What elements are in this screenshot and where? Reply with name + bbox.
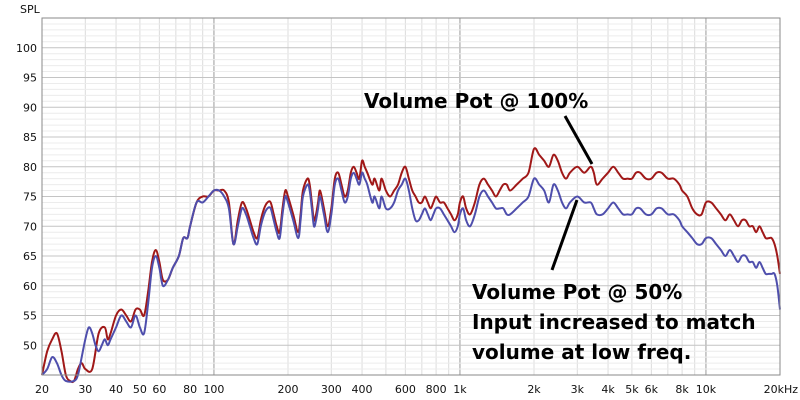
x-tick-label: 100 — [203, 383, 224, 396]
y-tick-label: 55 — [23, 310, 37, 323]
y-tick-label: 90 — [23, 101, 37, 114]
y-tick-label: 95 — [23, 72, 37, 85]
y-tick-label: 65 — [23, 250, 37, 263]
annotation-pot-50: Volume Pot @ 50% — [472, 280, 682, 304]
x-tick-label: 400 — [352, 383, 373, 396]
x-tick-label: 60 — [152, 383, 166, 396]
x-tick-label: 50 — [133, 383, 147, 396]
x-tick-label: 5k — [625, 383, 639, 396]
x-tick-label: 3k — [571, 383, 585, 396]
annotation-pot-100: Volume Pot @ 100% — [364, 89, 588, 113]
annotation-input-increased: Input increased to match — [472, 310, 756, 334]
y-tick-labels: 50 55 60 65 70 75 80 85 90 95 100 — [16, 42, 37, 353]
x-tick-label: 300 — [321, 383, 342, 396]
x-tick-label: 20kHz — [764, 383, 799, 396]
y-tick-label: 80 — [23, 161, 37, 174]
y-tick-label: 50 — [23, 339, 37, 352]
x-tick-label: 800 — [426, 383, 447, 396]
x-tick-label: 40 — [109, 383, 123, 396]
x-tick-label: 30 — [78, 383, 92, 396]
plot-border — [41, 17, 781, 376]
y-tick-label: 100 — [16, 42, 37, 55]
annotation-volume-low-freq: volume at low freq. — [472, 340, 691, 364]
grid-layer — [41, 17, 781, 376]
x-tick-label: 4k — [601, 383, 615, 396]
x-tick-label: 1k — [453, 383, 467, 396]
annotation-pointer-100 — [563, 115, 594, 165]
x-tick-label: 2k — [527, 383, 541, 396]
x-tick-labels: 20 30 40 50 60 80 100 200 300 400 600 800 1k 2k 3k 4k 5k… — [35, 383, 798, 396]
y-axis-label: SPL — [20, 3, 41, 16]
y-tick-label: 75 — [23, 191, 37, 204]
y-tick-label: 60 — [23, 280, 37, 293]
annotation-pointer-50 — [550, 199, 579, 271]
y-tick-label: 70 — [23, 220, 37, 233]
x-tick-label: 600 — [395, 383, 416, 396]
y-tick-label: 85 — [23, 131, 37, 144]
x-tick-label: 80 — [183, 383, 197, 396]
x-tick-label: 6k — [645, 383, 659, 396]
x-tick-label: 10k — [696, 383, 717, 396]
x-tick-label: 20 — [35, 383, 49, 396]
x-tick-label: 200 — [278, 383, 299, 396]
series-layer — [41, 147, 781, 384]
x-tick-label: 8k — [675, 383, 689, 396]
series-line-pot-50 — [41, 171, 781, 383]
